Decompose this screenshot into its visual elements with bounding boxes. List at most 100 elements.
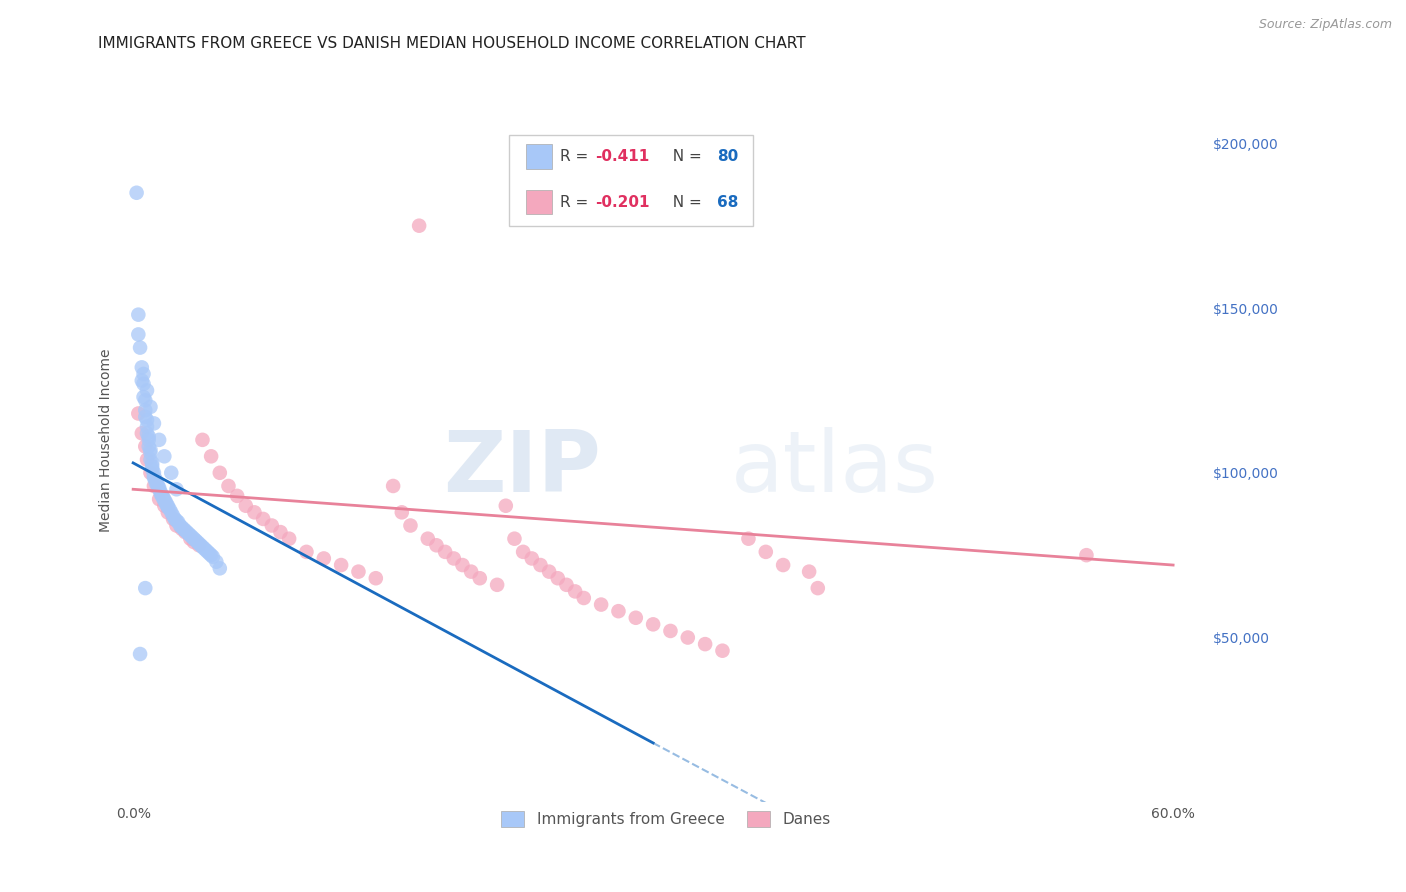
- Point: [186, 535, 208, 549]
- Point: [131, 360, 153, 375]
- Point: [486, 578, 509, 592]
- Point: [197, 545, 219, 559]
- Text: R =: R =: [560, 149, 593, 164]
- Point: [142, 417, 165, 431]
- Point: [138, 433, 160, 447]
- Point: [127, 308, 149, 322]
- Point: [208, 466, 231, 480]
- Point: [643, 617, 665, 632]
- Point: [607, 604, 630, 618]
- Text: atlas: atlas: [731, 427, 939, 510]
- Point: [443, 551, 465, 566]
- Point: [138, 429, 160, 443]
- Point: [136, 419, 159, 434]
- Point: [166, 518, 188, 533]
- Point: [125, 186, 148, 200]
- Point: [181, 530, 204, 544]
- Text: 80: 80: [717, 149, 738, 164]
- Point: [676, 631, 699, 645]
- Point: [149, 487, 172, 501]
- Point: [538, 565, 561, 579]
- Point: [391, 505, 413, 519]
- Point: [434, 545, 457, 559]
- Point: [148, 481, 170, 495]
- Point: [737, 532, 759, 546]
- Point: [252, 512, 274, 526]
- Text: N =: N =: [662, 194, 706, 210]
- Point: [188, 536, 211, 550]
- Point: [156, 505, 179, 519]
- Point: [174, 524, 197, 538]
- Point: [131, 374, 153, 388]
- Point: [153, 492, 176, 507]
- Point: [278, 532, 301, 546]
- Point: [142, 471, 165, 485]
- Point: [190, 538, 212, 552]
- Point: [226, 489, 249, 503]
- Point: [312, 551, 335, 566]
- Point: [134, 403, 156, 417]
- Point: [170, 522, 193, 536]
- Point: [131, 426, 153, 441]
- Y-axis label: Median Household Income: Median Household Income: [100, 348, 114, 532]
- FancyBboxPatch shape: [526, 190, 553, 214]
- Point: [162, 512, 184, 526]
- Point: [243, 505, 266, 519]
- Point: [141, 459, 163, 474]
- Point: [136, 452, 159, 467]
- Point: [145, 472, 167, 486]
- Point: [127, 327, 149, 342]
- Point: [1076, 548, 1098, 562]
- Legend: Immigrants from Greece, Danes: Immigrants from Greece, Danes: [494, 803, 838, 835]
- Point: [347, 565, 370, 579]
- Point: [172, 522, 194, 536]
- Point: [512, 545, 534, 559]
- Point: [711, 643, 734, 657]
- Point: [142, 466, 165, 480]
- Point: [183, 535, 205, 549]
- Point: [141, 462, 163, 476]
- Point: [160, 466, 183, 480]
- Point: [132, 390, 155, 404]
- Point: [659, 624, 682, 638]
- Point: [142, 469, 165, 483]
- Point: [772, 558, 794, 572]
- Point: [166, 483, 188, 497]
- Point: [152, 491, 174, 505]
- Point: [142, 479, 165, 493]
- Point: [156, 499, 179, 513]
- Text: 68: 68: [717, 194, 738, 210]
- Point: [520, 551, 543, 566]
- Point: [425, 538, 447, 552]
- Point: [174, 525, 197, 540]
- Point: [129, 341, 152, 355]
- Point: [134, 581, 156, 595]
- Point: [145, 475, 167, 490]
- Point: [451, 558, 474, 572]
- Point: [132, 367, 155, 381]
- Point: [155, 495, 177, 509]
- Point: [591, 598, 613, 612]
- Text: -0.201: -0.201: [595, 194, 650, 210]
- Point: [156, 500, 179, 515]
- Point: [797, 565, 820, 579]
- Point: [134, 393, 156, 408]
- Point: [564, 584, 586, 599]
- Text: N =: N =: [662, 149, 706, 164]
- Point: [148, 433, 170, 447]
- Point: [235, 499, 257, 513]
- Point: [201, 549, 224, 564]
- Point: [134, 439, 156, 453]
- FancyBboxPatch shape: [509, 136, 752, 226]
- Point: [127, 407, 149, 421]
- Point: [139, 466, 162, 480]
- Point: [160, 505, 183, 519]
- Point: [129, 647, 152, 661]
- Point: [755, 545, 778, 559]
- Point: [193, 541, 215, 556]
- Point: [198, 547, 221, 561]
- Point: [146, 477, 169, 491]
- Point: [408, 219, 430, 233]
- Point: [148, 483, 170, 497]
- Text: ZIP: ZIP: [443, 427, 602, 510]
